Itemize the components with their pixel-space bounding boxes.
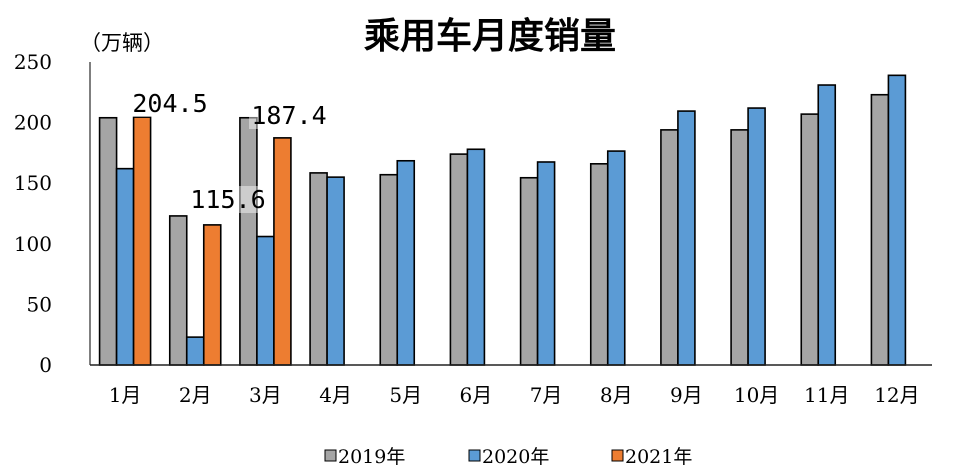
bar-2019年-9月	[660, 129, 679, 366]
bar-2021年-3月	[273, 137, 292, 366]
bar-2020年-9月	[677, 110, 696, 366]
bar-2019年-5月	[379, 173, 399, 366]
data-label: 115.6	[190, 185, 265, 214]
y-tick-label: 100	[14, 232, 52, 256]
bar-2020年-4月	[326, 176, 345, 366]
chart-title: 乘用车月度销量	[364, 15, 616, 57]
y-tick-label: 50	[27, 292, 52, 316]
x-tick-label: 12月	[874, 383, 919, 407]
bar-2020年-10月	[747, 107, 766, 366]
x-tick-label: 4月	[319, 383, 352, 407]
legend-label: 2019年	[338, 446, 405, 468]
bar-2020年-6月	[466, 148, 486, 366]
bar-2020年-7月	[536, 161, 556, 366]
bar-2019年-7月	[519, 176, 539, 366]
bar-2019年-11月	[800, 113, 820, 366]
y-tick-label: 250	[14, 50, 52, 74]
bar-2020年-8月	[606, 150, 626, 366]
bar-2019年-12月	[870, 93, 890, 366]
legend-swatch	[468, 449, 481, 462]
legend-label: 2021年	[625, 446, 692, 468]
bar-2019年-2月	[168, 215, 188, 366]
x-tick-label: 11月	[804, 383, 849, 407]
bar-2020年-2月	[185, 336, 205, 366]
x-tick-label: 9月	[670, 383, 703, 407]
bar-2020年-3月	[256, 235, 275, 366]
y-tick-label: 0	[39, 353, 52, 377]
data-label-background	[188, 186, 268, 213]
bar-2021年-1月	[132, 116, 152, 366]
data-label: 204.5	[132, 89, 207, 118]
y-tick-label: 200	[14, 111, 52, 135]
x-tick-label: 10月	[734, 383, 779, 407]
x-tick-label: 1月	[109, 383, 142, 407]
legend-label: 2020年	[482, 446, 549, 468]
y-axis-unit-label: （万辆）	[80, 31, 164, 55]
bar-2020年-1月	[115, 167, 135, 366]
x-tick-label: 5月	[389, 383, 422, 407]
legend-swatch	[324, 449, 337, 462]
data-label-background	[249, 102, 329, 129]
bar-2019年-10月	[730, 129, 749, 366]
legend-swatch	[611, 449, 624, 462]
bar-2020年-5月	[396, 159, 416, 366]
x-tick-label: 7月	[530, 383, 563, 407]
bar-2019年-1月	[98, 116, 118, 366]
bar-2020年-11月	[817, 84, 837, 366]
bar-2019年-4月	[309, 172, 328, 366]
y-tick-label: 150	[14, 171, 52, 195]
data-label-background	[130, 90, 210, 117]
x-tick-label: 6月	[460, 383, 493, 407]
bar-2019年-8月	[589, 163, 609, 366]
bar-2019年-3月	[239, 116, 258, 366]
bar-2021年-2月	[202, 224, 222, 366]
data-label: 187.4	[251, 101, 326, 130]
x-tick-label: 8月	[600, 383, 633, 407]
bar-2020年-12月	[887, 74, 907, 366]
bar-2019年-6月	[449, 153, 469, 366]
x-tick-label: 2月	[179, 383, 212, 407]
x-tick-label: 3月	[249, 383, 282, 407]
